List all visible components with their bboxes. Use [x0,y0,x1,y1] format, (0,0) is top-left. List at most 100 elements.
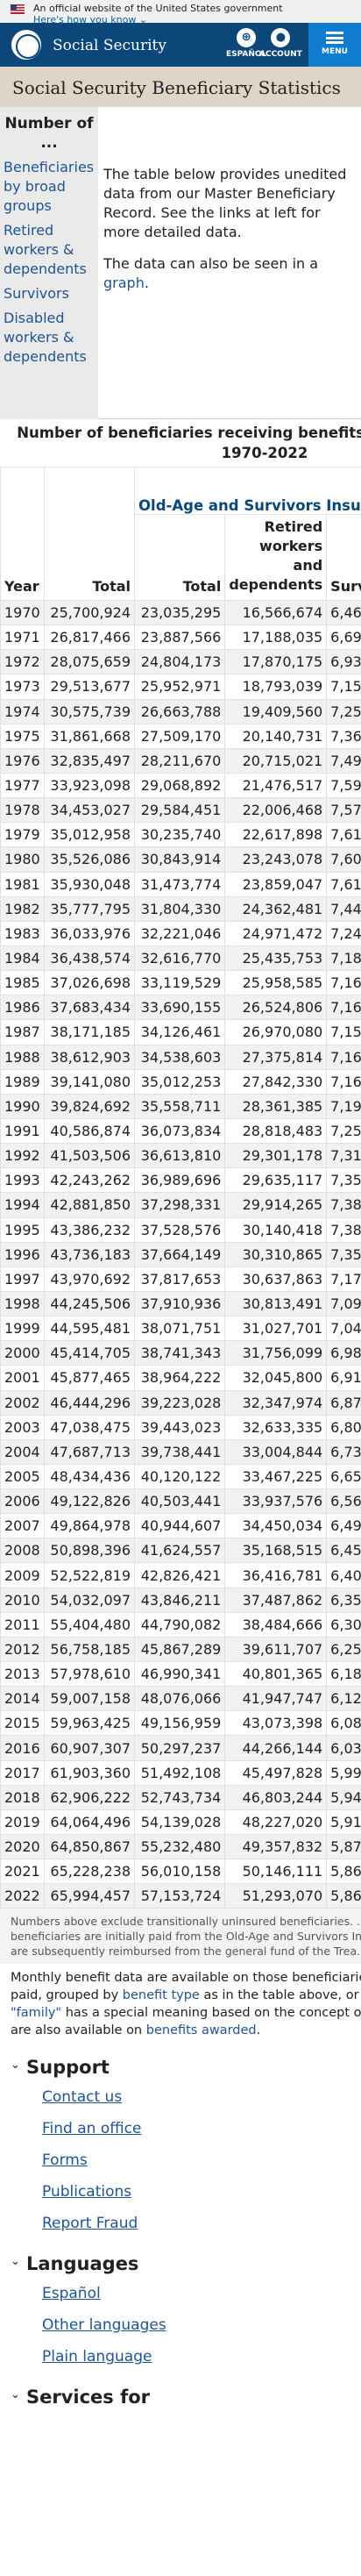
value-cell: 43,846,211 [134,1587,226,1613]
value-cell: 5,864 [326,1859,361,1885]
value-cell: 27,842,330 [224,1068,328,1095]
value-cell: 47,038,475 [43,1414,136,1440]
publications-link[interactable]: Publications [42,2183,132,2201]
espanol-link[interactable]: Español [42,2285,101,2303]
value-cell: 44,595,481 [43,1316,136,1342]
year-cell: 1998 [0,1290,45,1317]
value-cell: 36,033,976 [43,920,136,946]
value-cell: 36,416,781 [224,1562,328,1588]
value-cell: 20,140,731 [224,723,328,749]
year-cell: 1986 [0,995,45,1021]
value-cell: 7,162 [326,1044,361,1070]
value-cell: 30,843,914 [134,846,226,873]
beneficiary-table: Year Total Old-Age and Survivors Insuran… [0,467,361,1909]
plain-language-link[interactable]: Plain language [42,2348,152,2366]
value-cell: 29,513,677 [43,674,136,700]
value-cell: 6,875 [326,1389,361,1416]
value-cell: 40,801,365 [224,1661,328,1688]
year-cell: 2013 [0,1661,45,1688]
sidenav-item-survivors[interactable]: Survivors [4,285,69,302]
value-cell: 40,120,122 [134,1463,226,1490]
graph-link[interactable]: graph [103,275,145,291]
value-cell: 6,985 [326,1340,361,1366]
year-cell: 2014 [0,1686,45,1712]
value-cell: 26,524,806 [224,995,328,1021]
value-cell: 50,146,111 [224,1859,328,1885]
other-languages-link[interactable]: Other languages [42,2316,166,2335]
footer: ⌄ Support Contact us Find an office Forms… [0,2044,361,2408]
value-cell: 37,664,149 [134,1241,226,1267]
services-heading[interactable]: ⌄ Services for [11,2387,151,2408]
ssa-logo[interactable] [11,30,41,60]
value-cell: 35,930,048 [43,871,136,897]
value-cell: 44,790,082 [134,1611,226,1638]
value-cell: 6,128 [326,1686,361,1712]
intro-section: Number of ... Beneficiaries by broad gro… [0,107,361,419]
sidenav-item-retired-workers[interactable]: Retired workers & dependents [4,222,87,277]
value-cell: 7,165 [326,995,361,1021]
value-cell: 35,168,515 [224,1538,328,1564]
value-cell: 38,741,343 [134,1340,226,1366]
value-cell: 31,756,099 [224,1340,328,1366]
family-quote-link[interactable]: "family" [11,2006,62,2021]
value-cell: 7,044 [326,1316,361,1342]
value-cell: 7,181 [326,945,361,972]
year-cell: 2002 [0,1389,45,1416]
value-cell: 45,877,465 [43,1365,136,1391]
value-cell: 6,031 [326,1735,361,1761]
value-cell: 43,386,232 [43,1217,136,1243]
value-cell: 52,743,734 [134,1784,226,1810]
heres-how-you-know-link[interactable]: Here's how you know ⌄ [33,14,148,25]
report-fraud-link[interactable]: Report Fraud [42,2215,138,2233]
year-cell: 1976 [0,747,45,774]
footer-services: ⌄ Services for [11,2387,361,2408]
contact-us-link[interactable]: Contact us [42,2088,123,2107]
value-cell: 41,503,506 [43,1143,136,1169]
benefits-awarded-link[interactable]: benefits awarded [145,2023,257,2038]
value-cell: 7,384 [326,1192,361,1218]
beneficiary-table-section: Number of beneficiaries receiving benefi… [0,419,361,2044]
value-cell: 7,592 [326,772,361,799]
sidenav-item-disabled-workers[interactable]: Disabled workers & dependents [4,310,87,365]
year-cell: 2003 [0,1414,45,1440]
value-cell: 56,758,185 [43,1636,136,1663]
support-heading[interactable]: ⌄ Support [11,2057,110,2079]
espanol-button[interactable]: ⊕ ESPAÑOL [226,28,266,59]
brand-name[interactable]: Social Security [53,37,166,54]
menu-button[interactable]: MENU [308,23,361,67]
account-button[interactable]: ● ACCOUNT [259,28,302,59]
value-cell: 40,586,874 [43,1117,136,1145]
sidenav-item-broad-groups[interactable]: Beneficiaries by broad groups [4,159,95,214]
value-cell: 40,944,607 [134,1513,226,1539]
year-cell: 1991 [0,1117,45,1145]
languages-heading[interactable]: ⌄ Languages [11,2253,139,2275]
value-cell: 59,007,158 [43,1686,136,1712]
value-cell: 7,600 [326,846,361,873]
value-cell: 65,228,238 [43,1859,136,1885]
year-cell: 1970 [0,599,45,626]
value-cell: 37,683,434 [43,995,136,1021]
value-cell: 52,522,819 [43,1562,136,1588]
forms-link[interactable]: Forms [42,2151,88,2170]
intro-paragraph: The table below provides unedited data f… [103,166,347,240]
value-cell: 5,994 [326,1759,361,1786]
year-cell: 2012 [0,1636,45,1663]
value-cell: 30,140,418 [224,1217,328,1243]
benefit-type-link[interactable]: benefit type [122,1988,200,2003]
value-cell: 32,221,046 [134,920,226,946]
year-cell: 2020 [0,1834,45,1860]
year-cell: 1977 [0,772,45,799]
value-cell: 7,197 [326,1093,361,1119]
year-cell: 2015 [0,1710,45,1737]
find-office-link[interactable]: Find an office [42,2120,142,2138]
year-cell: 2005 [0,1463,45,1490]
